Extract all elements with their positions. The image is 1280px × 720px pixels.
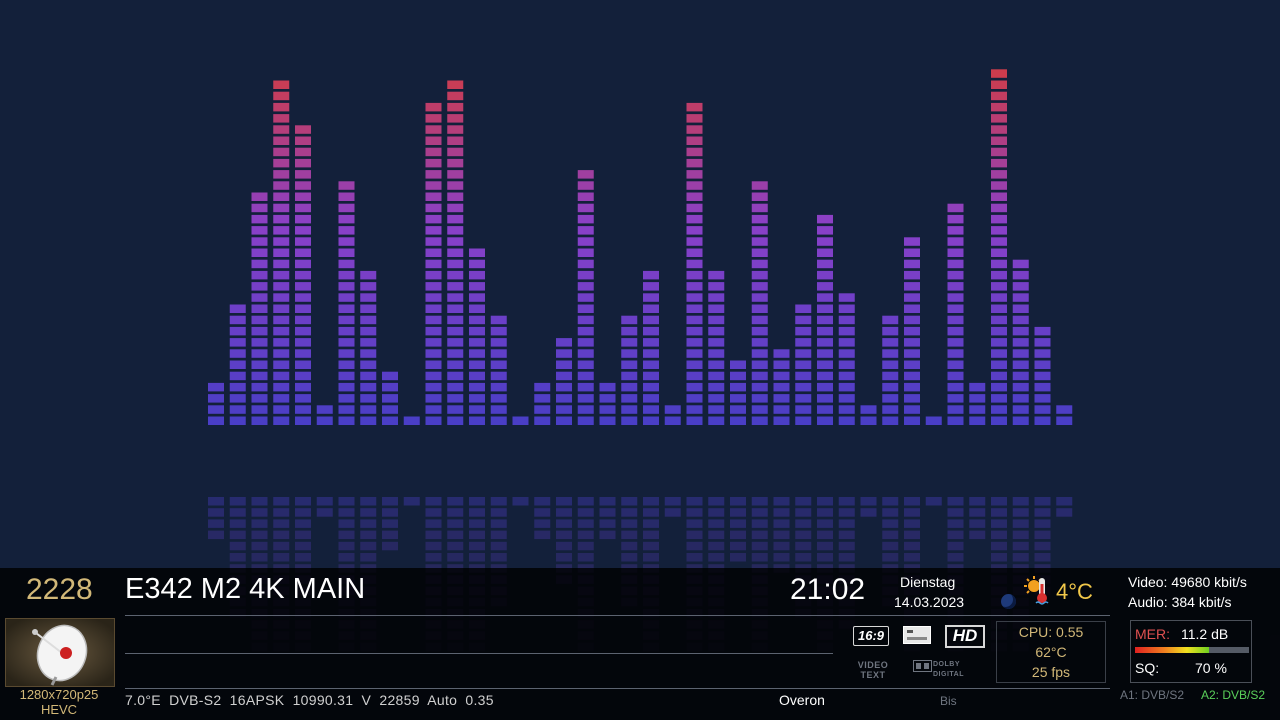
video-format: 1280x720p25 HEVC [8,687,110,717]
divider-mid [125,653,833,654]
moon-icon [1001,594,1016,609]
transponder-info: 7.0°E DVB-S2 16APSK 10990.31 V 22859 Aut… [125,692,494,708]
visualizer-bar-reflection [925,497,942,506]
cpu-temperature: 62°C [1035,644,1067,660]
system-stats: CPU: 0.55 62°C 25 fps [996,621,1106,683]
visualizer-bar [512,416,529,425]
visualizer-bar [751,181,768,425]
visualizer-bar [382,371,398,425]
dolby-label: DOLBY DIGITAL [933,661,964,678]
visualizer-bar [904,237,920,425]
hd-badge: HD [945,625,985,648]
aspect-ratio-badge: 16:9 [853,626,889,646]
visualizer-bar [686,102,703,425]
visualizer-bar [708,270,725,425]
tuner-a1: A1: DVB/S2 [1120,688,1185,702]
infobar [0,568,1280,720]
visualizer-bar [838,293,855,425]
visualizer-bar [229,304,246,425]
visualizer-bar [469,248,485,425]
mer-meter [1135,647,1249,653]
visualizer-bar [403,416,420,425]
visualizer-bar [621,315,638,425]
clock: 21:02 [790,573,866,606]
visualizer-bar-reflection [599,497,616,540]
next-label: Bis [940,694,957,708]
visualizer-bar [795,304,812,425]
sun-thermometer-icon [1024,576,1054,606]
visualizer-bar [1012,259,1029,425]
visualizer-bar [295,125,311,425]
visualizer-bar [925,416,942,425]
visualizer-bar [556,338,572,425]
visualizer-bar-reflection [403,497,420,506]
frame-rate: 25 fps [1031,664,1071,680]
visualizer-bar [1056,405,1073,425]
visualizer-bar [577,170,594,425]
codec: HEVC [40,702,78,717]
mer-value: 11.2 dB [1181,626,1229,642]
visualizer-bar [882,315,899,425]
divider-top [125,615,1110,616]
videotext-badge: VIDEO TEXT [857,660,889,680]
satellite-dish-icon [5,618,115,687]
visualizer-bar [338,181,355,425]
visualizer-bar [490,315,507,425]
visualizer-bar [1034,326,1051,425]
cpu-load: CPU: 0.55 [1018,624,1084,640]
visualizer-bar [947,203,964,425]
visualizer-bar-reflection [316,497,333,517]
visualizer-bar-reflection [512,497,529,506]
audio-bitrate: Audio: 384 kbit/s [1128,594,1232,610]
visualizer-bar-reflection [1056,497,1073,517]
sq-label: SQ: [1135,660,1160,676]
channel-number: 2228 [26,573,93,606]
dolby-badge: DOLBY DIGITAL [913,660,971,682]
visualizer-bar [251,192,268,425]
visualizer-bar-reflection [664,497,681,517]
subtitle-icon [903,626,931,644]
signal-panel: MER: 11.2 dB SQ: 70 % [1130,620,1252,683]
sq-value: 70 % [1195,660,1227,676]
visualizer-bar [425,102,442,425]
outside-temperature: 4°C [1056,579,1093,604]
visualizer-bar [534,382,551,425]
channel-name: E342 M2 4K MAIN [125,573,366,605]
visualizer-bar [664,405,681,425]
date: 14.03.2023 [894,594,965,610]
weekday: Dienstag [900,574,956,590]
divider-bottom [125,688,1110,689]
provider: Overon [779,692,825,708]
mer-label: MER: [1135,626,1170,642]
visualizer-bar [730,360,746,425]
visualizer-bar [817,214,833,425]
visualizer-bar [860,405,877,425]
visualizer-bar-reflection [969,497,986,540]
visualizer-bar-reflection [534,497,551,540]
visualizer-bar [360,270,377,425]
visualizer-bar [447,80,464,425]
visualizer-bar-reflection [730,497,746,562]
visualizer-bar [773,349,790,425]
tuner-a2: A2: DVB/S2 [1201,688,1266,702]
visualizer-bar [208,382,224,425]
visualizer-bar [599,382,616,425]
visualizer-bar [969,382,986,425]
resolution: 1280x720p25 [19,687,99,702]
visualizer-bar-reflection [208,497,224,540]
visualizer-bar-reflection [773,497,790,573]
visualizer-bar [316,405,333,425]
visualizer-bar-reflection [382,497,398,551]
video-bitrate: Video: 49680 kbit/s [1128,574,1247,590]
visualizer-bar [273,80,290,425]
visualizer-bar [643,270,659,425]
visualizer-bar [991,69,1007,425]
visualizer-bar-reflection [860,497,877,517]
